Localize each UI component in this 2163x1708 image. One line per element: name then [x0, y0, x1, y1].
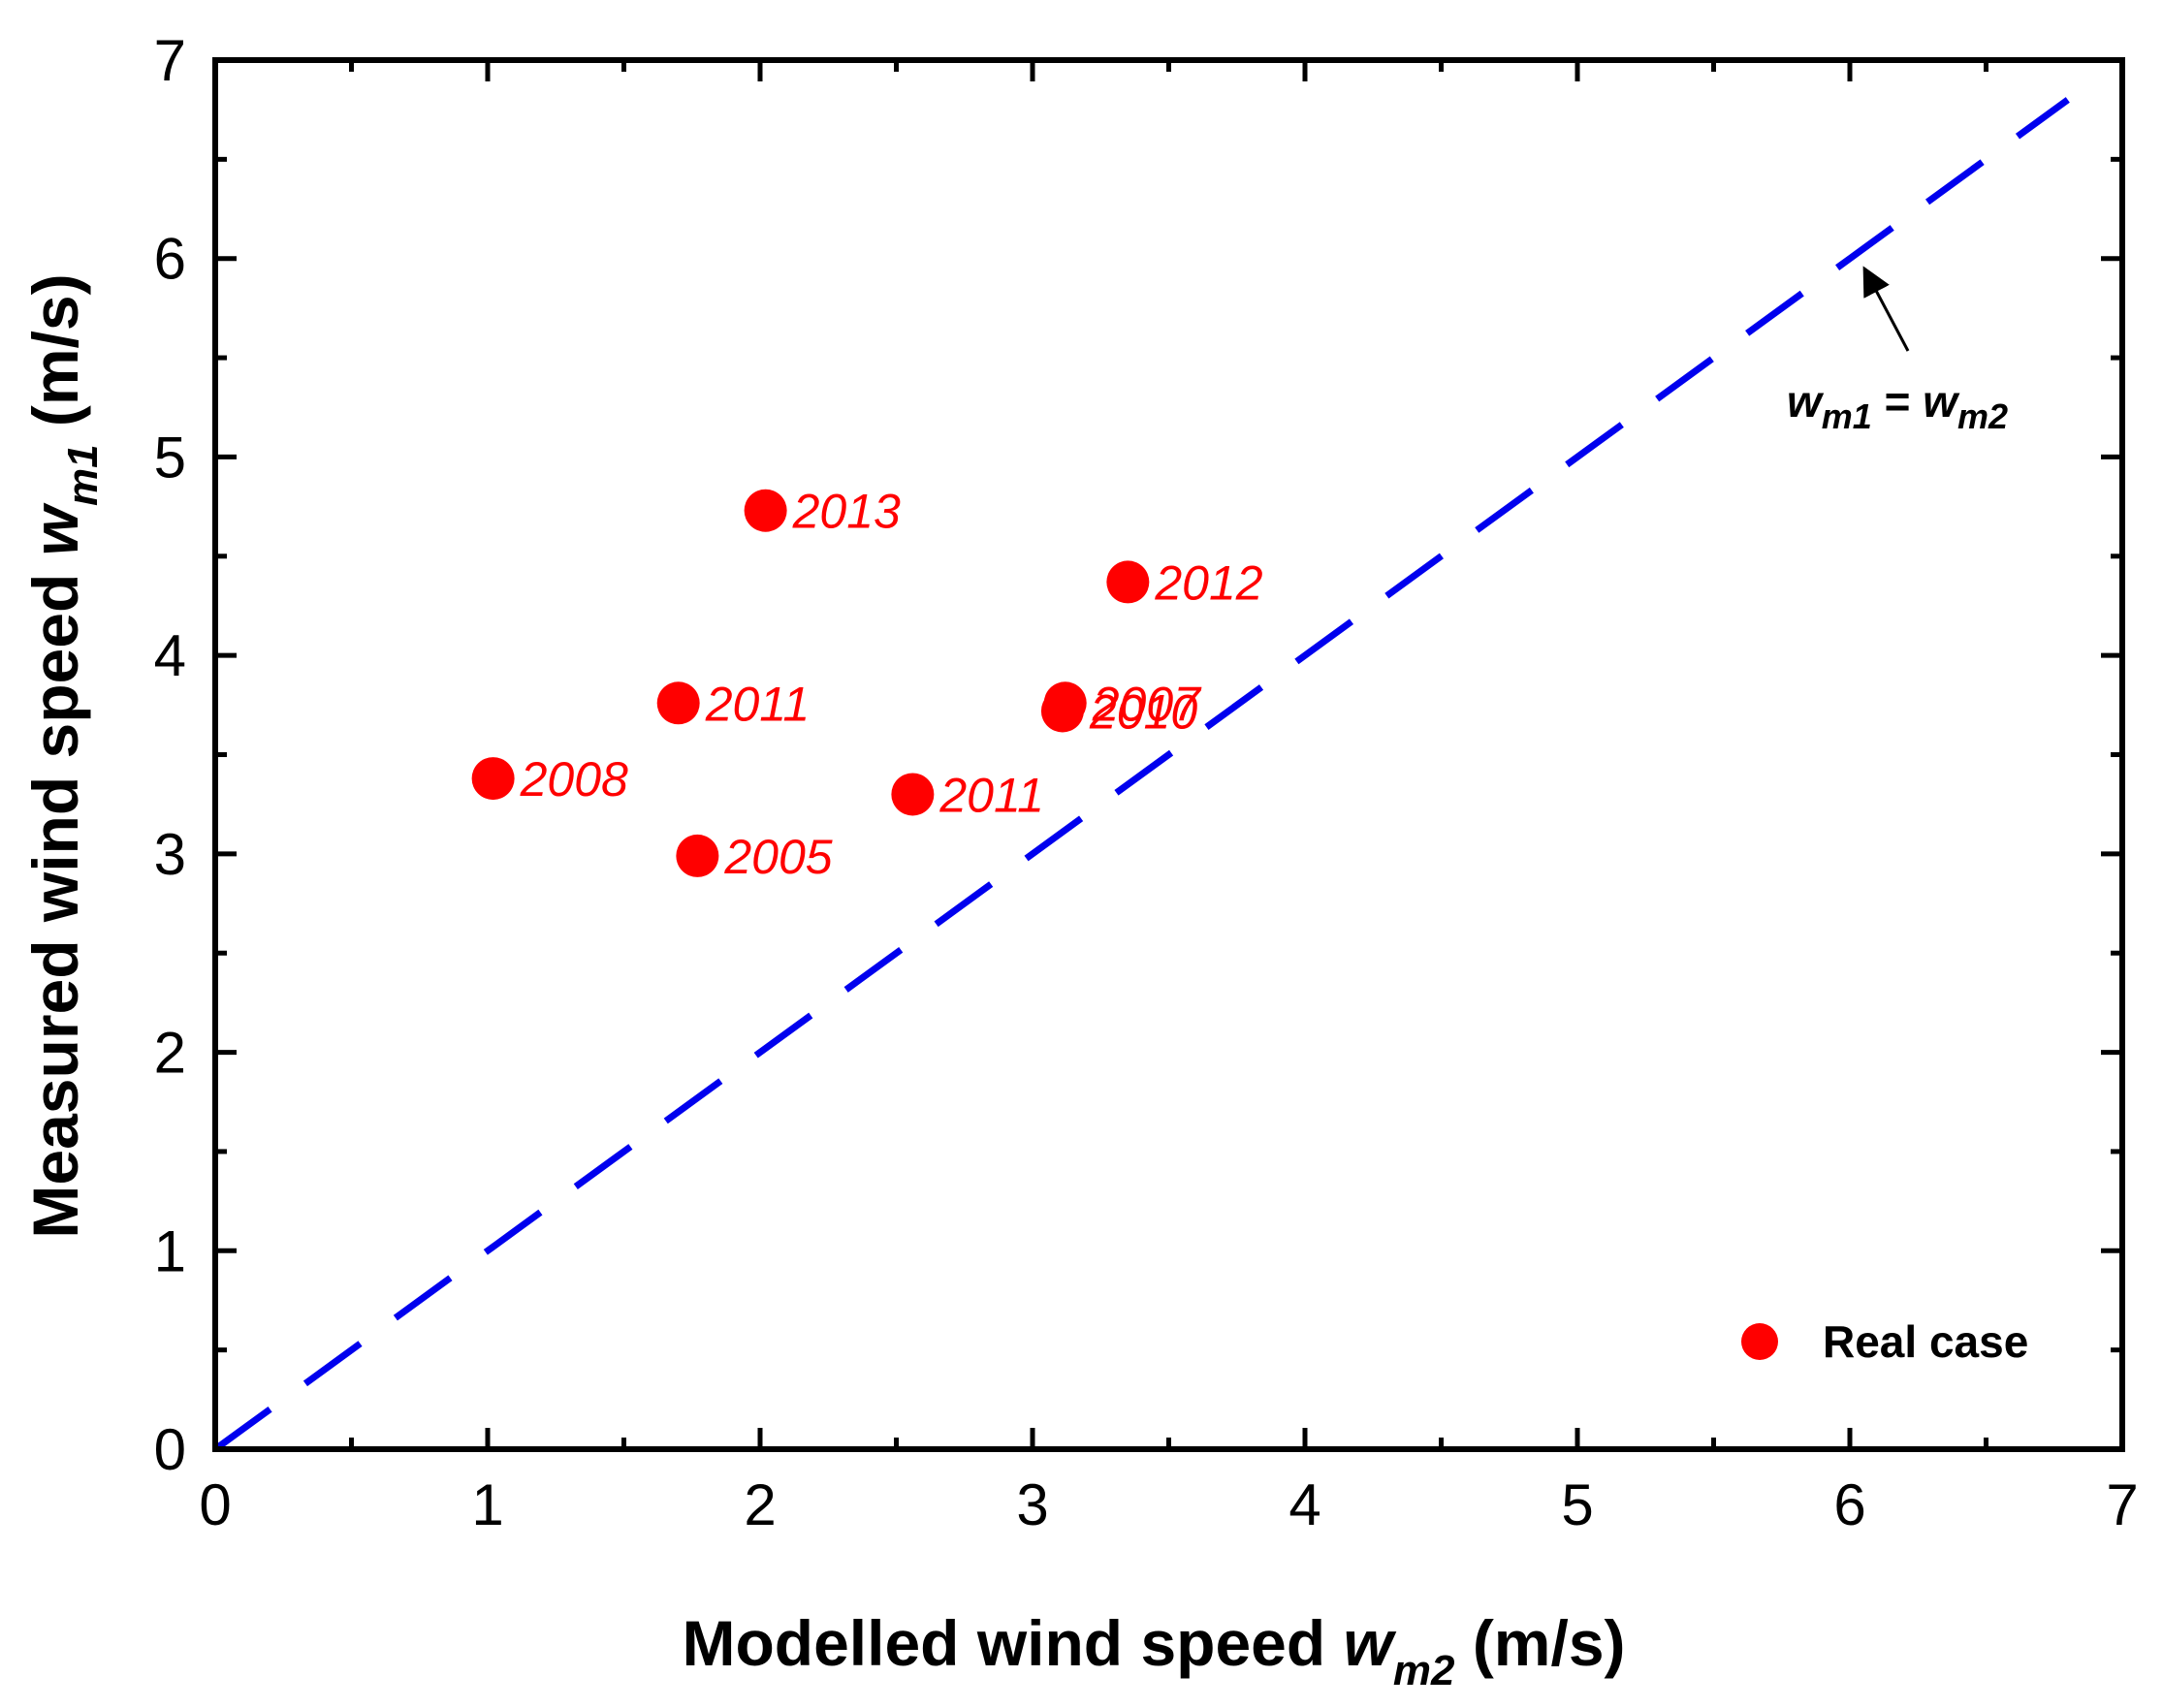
- y-axis-title: Measured wind speed wm1 (m/s): [19, 273, 107, 1238]
- x-tick-label: 4: [1288, 1472, 1320, 1537]
- legend-marker: [1741, 1323, 1778, 1360]
- point-label: 2005: [723, 830, 832, 884]
- y-tick-label: 6: [154, 227, 186, 292]
- y-tick-label: 5: [154, 425, 186, 490]
- x-tick-label: 3: [1016, 1472, 1048, 1537]
- x-tick-label: 6: [1833, 1472, 1865, 1537]
- point-label: 2012: [1154, 555, 1262, 610]
- annotation-arrow: [1862, 266, 1910, 352]
- y-tick-label: 3: [154, 822, 186, 887]
- x-tick-label: 0: [199, 1472, 231, 1537]
- point-label: 2007: [1092, 677, 1202, 731]
- point-label: 2008: [520, 752, 628, 807]
- reference-line-layer: [212, 97, 2070, 1452]
- scatter-point: [1040, 689, 1084, 733]
- x-tick-label: 5: [1561, 1472, 1593, 1537]
- point-label: 2011: [705, 677, 811, 731]
- reference-line: [212, 97, 2070, 1452]
- plot-frame: [212, 57, 2125, 1452]
- x-tick-label: 1: [471, 1472, 503, 1537]
- x-tick-label: 7: [2106, 1472, 2138, 1537]
- scatter-point: [1106, 560, 1150, 604]
- scatter-point: [471, 757, 515, 801]
- point-label: 2011: [938, 768, 1044, 822]
- scatter-point: [676, 834, 719, 877]
- y-tick-label: 4: [154, 623, 186, 688]
- point-label: 2010: [1089, 684, 1197, 739]
- y-tick-label: 0: [154, 1417, 186, 1482]
- ticks-layer: 0 1 2 3 4 5 6 7 0 1 2 3 4 5 6 7: [154, 28, 2139, 1537]
- legend: Real case: [1741, 1316, 2028, 1367]
- reference-line-annotation: wm1 = wm2: [1787, 376, 2008, 436]
- y-tick-label: 2: [154, 1021, 186, 1086]
- scatter-point: [744, 489, 787, 532]
- y-tick-label: 7: [154, 28, 186, 93]
- point-label: 2013: [792, 485, 901, 539]
- scatter-point: [891, 773, 935, 816]
- x-axis-title: Modelled wind speed wm2 (m/s): [682, 1607, 1625, 1694]
- legend-label: Real case: [1823, 1316, 2028, 1367]
- y-tick-label: 1: [154, 1218, 186, 1283]
- x-tick-label: 2: [744, 1472, 776, 1537]
- scatter-point: [656, 681, 700, 725]
